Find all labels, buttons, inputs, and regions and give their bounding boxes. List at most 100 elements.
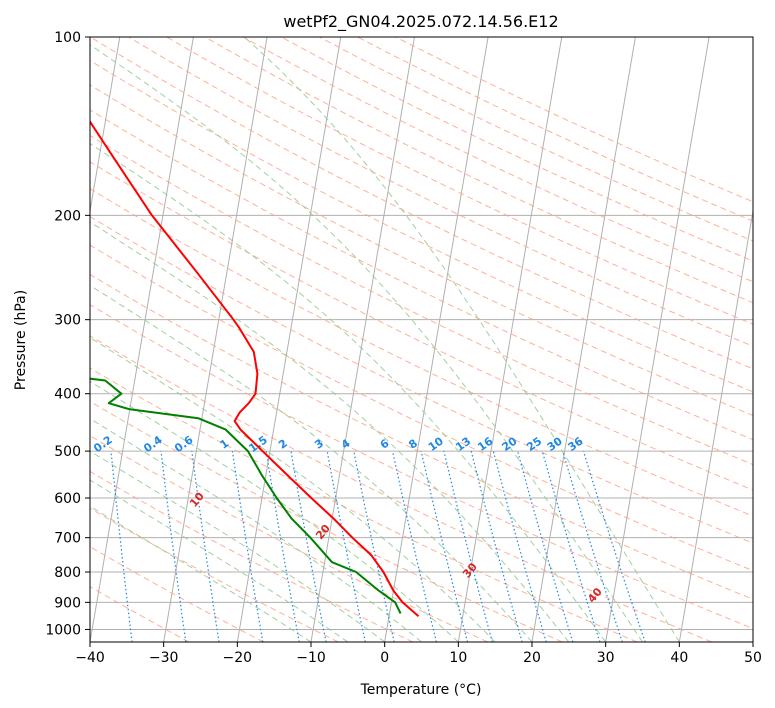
- adiabat-label: 20: [313, 522, 333, 542]
- dry-adiabat: [90, 59, 753, 393]
- dry-adiabat: [90, 244, 753, 572]
- mixing-ratio-label: 0.4: [141, 433, 165, 455]
- moist-adiabat: [90, 221, 570, 642]
- mixing-ratio-lines: [110, 450, 646, 642]
- mixing-ratio-line: [582, 450, 646, 642]
- profile-series: [90, 119, 420, 617]
- mixing-ratio-line: [231, 451, 264, 642]
- moist-adiabat: [90, 142, 607, 642]
- dry-adiabat: [90, 400, 563, 642]
- y-tick-label: 500: [54, 444, 81, 460]
- mixing-ratio-line: [443, 450, 493, 642]
- y-axis-title: Pressure (hPa): [13, 290, 29, 390]
- dry-adiabat: [90, 435, 488, 642]
- x-tick-label: 30: [597, 650, 615, 666]
- x-tick-label: 50: [744, 650, 762, 666]
- mixing-ratio-line: [541, 450, 601, 642]
- mixing-ratio-line: [517, 450, 574, 642]
- moist-adiabat: [90, 380, 459, 642]
- isotherm-line: [163, 37, 268, 642]
- dry-adiabat: [90, 109, 753, 441]
- isotherm-line: [236, 37, 342, 642]
- y-tick-label: 1000: [45, 622, 81, 638]
- y-tick-label: 100: [54, 30, 81, 46]
- x-tick-label: 20: [523, 650, 541, 666]
- x-tick-label: 0: [380, 650, 389, 666]
- mixing-ratio-label: 6: [378, 437, 392, 452]
- x-axis-ticks: −40 −30 −20 −10 0 10 20 30 40 50: [75, 642, 762, 666]
- mixing-ratio-label: 1: [218, 437, 232, 452]
- dry-adiabat-lines: [90, 37, 753, 642]
- moist-adiabat: [90, 418, 422, 642]
- moist-adiabat: [90, 44, 643, 642]
- plot-frame: [89, 36, 754, 643]
- dry-adiabat: [90, 507, 339, 642]
- y-tick-label: 200: [54, 208, 81, 224]
- dry-adiabat: [90, 546, 264, 642]
- mixing-ratio-line: [110, 451, 133, 642]
- dewpoint-line: [90, 377, 402, 614]
- mixing-ratio-line: [470, 450, 523, 642]
- y-axis-ticks: 1000 900 800 700 600 500 400 300 200 100: [45, 30, 90, 638]
- dry-adiabat: [90, 134, 753, 466]
- y-tick-label: 800: [54, 565, 81, 581]
- mixing-ratio-line: [420, 450, 469, 642]
- dry-adiabat: [90, 273, 753, 600]
- dry-adiabat: [90, 84, 753, 417]
- isotherm-line: [384, 37, 489, 642]
- mixing-ratio-line: [392, 450, 437, 642]
- isotherm-line: [678, 208, 753, 642]
- isotherm-line: [90, 37, 121, 215]
- dry-adiabat: [90, 161, 753, 491]
- isotherm-line: [457, 37, 563, 642]
- x-tick-label: −40: [75, 650, 105, 666]
- moist-adiabat: [243, 37, 680, 642]
- y-tick-label: 900: [54, 595, 81, 611]
- mixing-ratio-line: [562, 450, 623, 642]
- isotherm-line: [605, 37, 710, 642]
- temperature-line: [90, 119, 420, 617]
- moist-adiabat: [90, 336, 496, 642]
- y-tick-label: 700: [54, 531, 81, 547]
- dry-adiabat: [395, 37, 753, 203]
- mixing-ratio-label: 3: [312, 437, 326, 452]
- mixing-ratio-line: [492, 450, 547, 642]
- y-tick-label: 600: [54, 491, 81, 507]
- mixing-ratio-line: [290, 451, 327, 642]
- dry-adiabat: [90, 367, 638, 642]
- dry-adiabat: [90, 188, 753, 517]
- adiabat-label: 30: [460, 560, 480, 580]
- dry-adiabat: [90, 470, 414, 642]
- dry-adiabat: [128, 37, 753, 347]
- x-tick-label: 40: [670, 650, 688, 666]
- dry-adiabat: [90, 335, 712, 642]
- isotherm-line: [90, 37, 194, 642]
- mixing-ratio-line: [191, 451, 220, 642]
- x-tick-label: 10: [449, 650, 467, 666]
- y-tick-label: 400: [54, 387, 81, 403]
- mixing-ratio-label: 2: [276, 437, 290, 452]
- moist-adiabat: [90, 479, 349, 642]
- isotherm-lines: [90, 37, 753, 642]
- x-tick-label: −20: [223, 650, 253, 666]
- dry-adiabat: [90, 215, 753, 544]
- mixing-ratio-label: 4: [339, 437, 353, 452]
- mixing-ratio-line: [160, 451, 187, 642]
- chart-title: wetPf2_GN04.2025.072.14.56.E12: [283, 12, 558, 32]
- mixing-ratio-label: 0.2: [91, 433, 114, 455]
- moist-adiabat-lines: [90, 37, 680, 642]
- moist-adiabat: [90, 450, 386, 642]
- mixing-ratio-line: [353, 450, 395, 642]
- dry-adiabat: [357, 37, 753, 222]
- x-axis-title: Temperature (°C): [360, 682, 482, 698]
- x-tick-label: −30: [149, 650, 179, 666]
- dry-adiabat: [90, 304, 753, 630]
- isobar-lines: [90, 37, 753, 630]
- isotherm-line: [531, 37, 636, 642]
- isotherm-line: [752, 639, 753, 642]
- dry-adiabat: [281, 37, 753, 262]
- moist-adiabat: [90, 284, 533, 642]
- mixing-ratio-line: [326, 450, 366, 642]
- dry-adiabat: [204, 37, 753, 304]
